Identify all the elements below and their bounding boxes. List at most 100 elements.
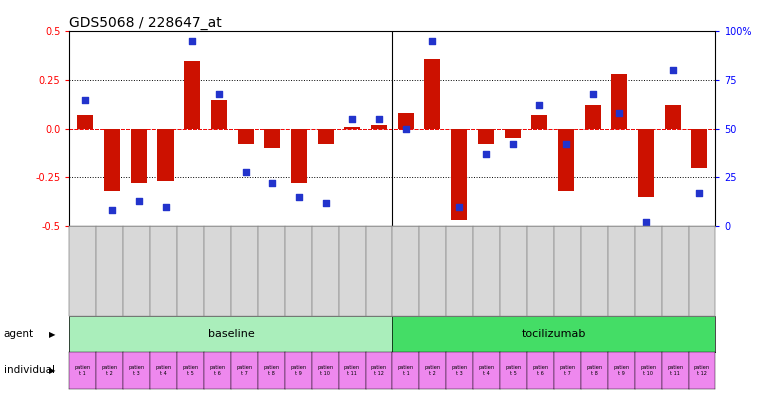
Text: individual: individual <box>4 365 55 375</box>
Bar <box>291 129 307 183</box>
Point <box>667 67 679 73</box>
Point <box>426 38 439 44</box>
Point <box>79 96 92 103</box>
Point <box>613 110 625 116</box>
Text: patien
t 6: patien t 6 <box>210 365 225 376</box>
Point <box>213 90 225 97</box>
Point <box>240 168 252 174</box>
Text: GSM1116945: GSM1116945 <box>241 229 250 280</box>
Point <box>186 38 198 44</box>
Bar <box>371 125 387 129</box>
Text: ▶: ▶ <box>49 366 55 375</box>
Text: patien
t 8: patien t 8 <box>263 365 279 376</box>
Bar <box>692 129 708 167</box>
Point <box>106 207 118 213</box>
Text: GSM1116938: GSM1116938 <box>455 229 463 279</box>
Text: patien
t 2: patien t 2 <box>425 365 441 376</box>
Bar <box>504 129 520 138</box>
Text: patien
t 5: patien t 5 <box>183 365 199 376</box>
Point <box>507 141 519 147</box>
Text: GSM1116956: GSM1116956 <box>695 229 704 280</box>
Bar <box>611 74 628 129</box>
Bar <box>558 129 574 191</box>
Text: patien
t 12: patien t 12 <box>694 365 710 376</box>
Text: patien
t 6: patien t 6 <box>533 365 548 376</box>
Point <box>346 116 359 122</box>
Text: GSM1116955: GSM1116955 <box>375 229 384 280</box>
Text: patien
t 8: patien t 8 <box>586 365 602 376</box>
Text: GSM1116948: GSM1116948 <box>588 229 598 279</box>
Text: patien
t 7: patien t 7 <box>560 365 575 376</box>
Bar <box>451 129 467 220</box>
Text: GSM1116939: GSM1116939 <box>161 229 170 280</box>
Text: GSM1116933: GSM1116933 <box>81 229 90 280</box>
Bar <box>584 105 601 129</box>
Point <box>693 190 705 196</box>
Text: patien
t 2: patien t 2 <box>102 365 118 376</box>
Text: patien
t 12: patien t 12 <box>371 365 387 376</box>
Text: patien
t 9: patien t 9 <box>290 365 306 376</box>
Text: GSM1116947: GSM1116947 <box>268 229 277 280</box>
Text: patien
t 5: patien t 5 <box>506 365 522 376</box>
Text: patien
t 11: patien t 11 <box>344 365 360 376</box>
Bar <box>131 129 146 183</box>
Text: patien
t 10: patien t 10 <box>640 365 656 376</box>
Text: GSM1116944: GSM1116944 <box>535 229 544 280</box>
Point <box>453 204 466 210</box>
Bar <box>104 129 120 191</box>
Text: GSM1116954: GSM1116954 <box>668 229 677 280</box>
Text: patien
t 4: patien t 4 <box>156 365 172 376</box>
Bar <box>264 129 281 148</box>
Text: tocilizumab: tocilizumab <box>522 329 586 339</box>
Text: GSM1116935: GSM1116935 <box>108 229 116 280</box>
Bar <box>531 115 547 129</box>
Bar <box>345 127 360 129</box>
Text: patien
t 7: patien t 7 <box>237 365 252 376</box>
Text: GSM1116951: GSM1116951 <box>322 229 330 279</box>
Text: GDS5068 / 228647_at: GDS5068 / 228647_at <box>69 17 222 30</box>
Point <box>266 180 278 186</box>
Text: GSM1116942: GSM1116942 <box>508 229 517 279</box>
Text: patien
t 3: patien t 3 <box>129 365 145 376</box>
Text: GSM1116953: GSM1116953 <box>348 229 357 280</box>
Bar <box>318 129 334 144</box>
Point <box>373 116 386 122</box>
Bar <box>157 129 173 181</box>
Text: ▶: ▶ <box>49 330 55 338</box>
Text: GSM1116949: GSM1116949 <box>295 229 304 280</box>
Text: patien
t 4: patien t 4 <box>479 365 495 376</box>
Text: agent: agent <box>4 329 34 339</box>
Point <box>399 125 412 132</box>
Text: GSM1116934: GSM1116934 <box>401 229 410 280</box>
Text: patien
t 1: patien t 1 <box>398 365 414 376</box>
Bar <box>237 129 254 144</box>
Text: patien
t 10: patien t 10 <box>317 365 333 376</box>
Text: GSM1116940: GSM1116940 <box>481 229 490 280</box>
Bar <box>665 105 681 129</box>
Text: GSM1116946: GSM1116946 <box>561 229 571 280</box>
Point <box>293 194 305 200</box>
Text: GSM1116936: GSM1116936 <box>428 229 437 280</box>
Text: baseline: baseline <box>207 329 254 339</box>
Point <box>587 90 599 97</box>
Point <box>640 219 652 225</box>
Text: GSM1116941: GSM1116941 <box>187 229 197 279</box>
Text: patien
t 11: patien t 11 <box>667 365 683 376</box>
Point <box>319 200 332 206</box>
Point <box>480 151 492 157</box>
Bar <box>638 129 654 197</box>
Point <box>133 198 145 204</box>
Bar <box>425 59 440 129</box>
Text: GSM1116937: GSM1116937 <box>134 229 143 280</box>
Bar <box>77 115 93 129</box>
Bar <box>211 99 227 129</box>
Bar <box>398 113 414 129</box>
Point <box>533 102 545 108</box>
Text: GSM1116952: GSM1116952 <box>641 229 651 279</box>
Text: patien
t 3: patien t 3 <box>452 365 468 376</box>
Text: patien
t 1: patien t 1 <box>75 365 91 376</box>
Text: patien
t 9: patien t 9 <box>613 365 629 376</box>
Bar <box>184 61 200 129</box>
Point <box>560 141 572 147</box>
Point <box>160 204 172 210</box>
